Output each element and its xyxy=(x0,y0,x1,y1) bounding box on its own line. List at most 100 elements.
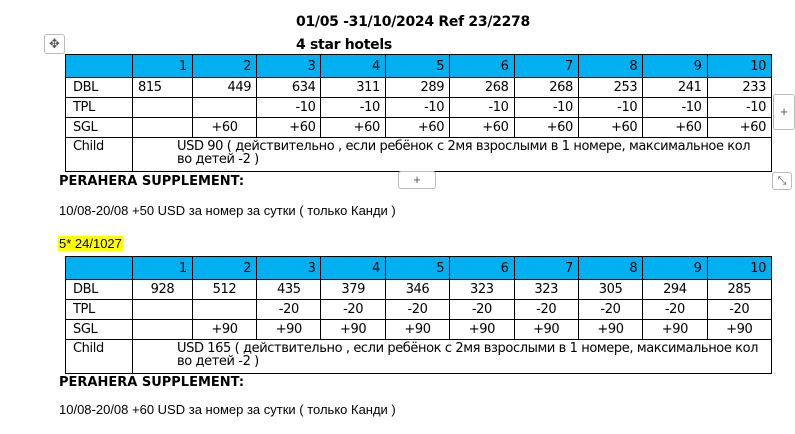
rate-cell[interactable]: +90 xyxy=(384,319,451,340)
rate-cell[interactable]: 815 xyxy=(132,77,193,98)
rate-cell[interactable]: 289 xyxy=(384,77,451,98)
rate-cell[interactable]: 323 xyxy=(449,279,515,300)
rate-cell[interactable]: -20 xyxy=(642,299,708,320)
rate-cell[interactable]: -20 xyxy=(449,299,515,320)
rate-cell[interactable]: +90 xyxy=(706,319,773,340)
document-subtitle: 4 star hotels xyxy=(296,37,392,53)
rate-cell[interactable]: 449 xyxy=(191,77,258,98)
table-move-handle-icon[interactable]: ✥ xyxy=(44,34,65,54)
row-label: DBL xyxy=(65,279,133,300)
rate-cell[interactable]: +90 xyxy=(191,319,258,340)
rate-cell[interactable]: 346 xyxy=(384,279,451,300)
add-column-button[interactable]: + xyxy=(773,94,795,130)
rate-cell[interactable]: +90 xyxy=(449,319,515,340)
column-header: 8 xyxy=(577,256,644,280)
rate-cell[interactable]: 435 xyxy=(256,279,322,300)
child-row: Child USD 90 ( действительно , если ребён… xyxy=(65,137,772,172)
row-label: TPL xyxy=(65,299,133,320)
column-header: 7 xyxy=(513,256,579,280)
rate-cell[interactable] xyxy=(132,299,193,320)
rate-cell[interactable]: -20 xyxy=(577,299,644,320)
row-label: Child xyxy=(65,339,133,374)
rate-cell[interactable]: 928 xyxy=(132,279,193,300)
rate-cell[interactable]: 512 xyxy=(191,279,258,300)
rate-cell[interactable]: 294 xyxy=(642,279,708,300)
table-row: DBL 928 512 435 379 346 323 323 305 294 285 xyxy=(65,279,773,300)
rate-cell[interactable]: +60 xyxy=(642,117,708,138)
rates-table-5star: 1 2 3 4 5 6 7 8 9 10 DBL 928 512 435 379 346 323 323 305 29… xyxy=(65,256,773,374)
rate-cell[interactable]: -10 xyxy=(384,97,451,118)
rate-cell[interactable]: +90 xyxy=(256,319,322,340)
rate-cell[interactable]: -20 xyxy=(256,299,322,320)
rate-cell[interactable]: +60 xyxy=(384,117,451,138)
column-header: 3 xyxy=(256,54,322,78)
rate-cell[interactable] xyxy=(191,299,258,320)
rate-cell[interactable]: 323 xyxy=(513,279,579,300)
rate-cell[interactable]: -10 xyxy=(449,97,515,118)
child-rate-cell[interactable]: USD 90 ( действительно , если ребёнок с … xyxy=(132,137,772,172)
document-title: 01/05 -31/10/2024 Ref 23/2278 xyxy=(296,14,530,30)
rate-cell[interactable]: -10 xyxy=(513,97,579,118)
rate-cell[interactable]: +60 xyxy=(191,117,258,138)
add-row-button[interactable]: + xyxy=(398,171,436,189)
column-header: 10 xyxy=(706,256,773,280)
rate-cell[interactable]: 379 xyxy=(320,279,386,300)
table-row: SGL +90 +90 +90 +90 +90 +90 +90 +90 +90 xyxy=(65,319,773,340)
column-header xyxy=(65,54,133,78)
rate-cell[interactable]: -20 xyxy=(706,299,773,320)
row-label: DBL xyxy=(65,77,133,98)
rate-cell[interactable]: 268 xyxy=(449,77,515,98)
column-header: 9 xyxy=(642,54,708,78)
rate-cell[interactable]: +60 xyxy=(449,117,515,138)
rate-cell[interactable]: 305 xyxy=(577,279,644,300)
column-header: 6 xyxy=(449,54,515,78)
column-header: 8 xyxy=(577,54,644,78)
rate-cell[interactable] xyxy=(132,319,193,340)
rate-cell[interactable]: 241 xyxy=(642,77,708,98)
rate-cell[interactable]: 634 xyxy=(256,77,322,98)
perahera-note-1: 10/08-20/08 +50 USD за номер за сутки ( … xyxy=(59,203,396,218)
rate-cell[interactable]: +90 xyxy=(320,319,386,340)
rate-cell[interactable]: -20 xyxy=(513,299,579,320)
column-header: 7 xyxy=(513,54,579,78)
rate-cell[interactable]: +60 xyxy=(706,117,773,138)
rate-cell[interactable]: -20 xyxy=(384,299,451,320)
rate-cell[interactable]: -10 xyxy=(577,97,644,118)
rate-cell[interactable]: 233 xyxy=(706,77,773,98)
rate-cell[interactable] xyxy=(191,97,258,118)
column-header: 5 xyxy=(384,54,451,78)
rate-cell[interactable]: -10 xyxy=(642,97,708,118)
rate-cell[interactable]: 285 xyxy=(706,279,773,300)
rate-cell[interactable]: +60 xyxy=(577,117,644,138)
header-row: 1 2 3 4 5 6 7 8 9 10 xyxy=(65,256,773,280)
rate-cell[interactable]: +60 xyxy=(320,117,386,138)
rate-cell[interactable]: -10 xyxy=(706,97,773,118)
rate-cell[interactable]: +60 xyxy=(513,117,579,138)
rate-cell[interactable]: -10 xyxy=(320,97,386,118)
rate-cell[interactable]: 268 xyxy=(513,77,579,98)
rate-cell[interactable]: 311 xyxy=(320,77,386,98)
rate-cell[interactable] xyxy=(132,117,193,138)
table-row: SGL +60 +60 +60 +60 +60 +60 +60 +60 +60 xyxy=(65,117,773,138)
rate-cell[interactable]: 253 xyxy=(577,77,644,98)
column-header: 3 xyxy=(256,256,322,280)
table-row: TPL -10 -10 -10 -10 -10 -10 -10 -10 xyxy=(65,97,773,118)
column-header: 6 xyxy=(449,256,515,280)
perahera-note-2: 10/08-20/08 +60 USD за номер за сутки ( … xyxy=(59,402,396,417)
rate-cell[interactable] xyxy=(132,97,193,118)
table-resize-handle-icon[interactable]: ⤡ xyxy=(772,172,792,190)
perahera-heading-1: PERAHERA SUPPLEMENT: xyxy=(59,174,245,189)
column-header: 4 xyxy=(320,256,386,280)
rate-cell[interactable]: -20 xyxy=(320,299,386,320)
rate-cell[interactable]: +90 xyxy=(577,319,644,340)
child-rate-cell[interactable]: USD 165 ( действительно , если ребёнок с… xyxy=(132,339,772,374)
row-label: SGL xyxy=(65,117,133,138)
rate-cell[interactable]: +90 xyxy=(513,319,579,340)
column-header: 9 xyxy=(642,256,708,280)
child-row: Child USD 165 ( действительно , если ребё… xyxy=(65,339,772,374)
rate-cell[interactable]: -10 xyxy=(256,97,322,118)
rate-cell[interactable]: +90 xyxy=(642,319,708,340)
rates-table-4star: 1 2 3 4 5 6 7 8 9 10 DBL 815 449 634 311 289 268 268 253 24… xyxy=(65,54,773,172)
column-header: 2 xyxy=(191,54,258,78)
rate-cell[interactable]: +60 xyxy=(256,117,322,138)
